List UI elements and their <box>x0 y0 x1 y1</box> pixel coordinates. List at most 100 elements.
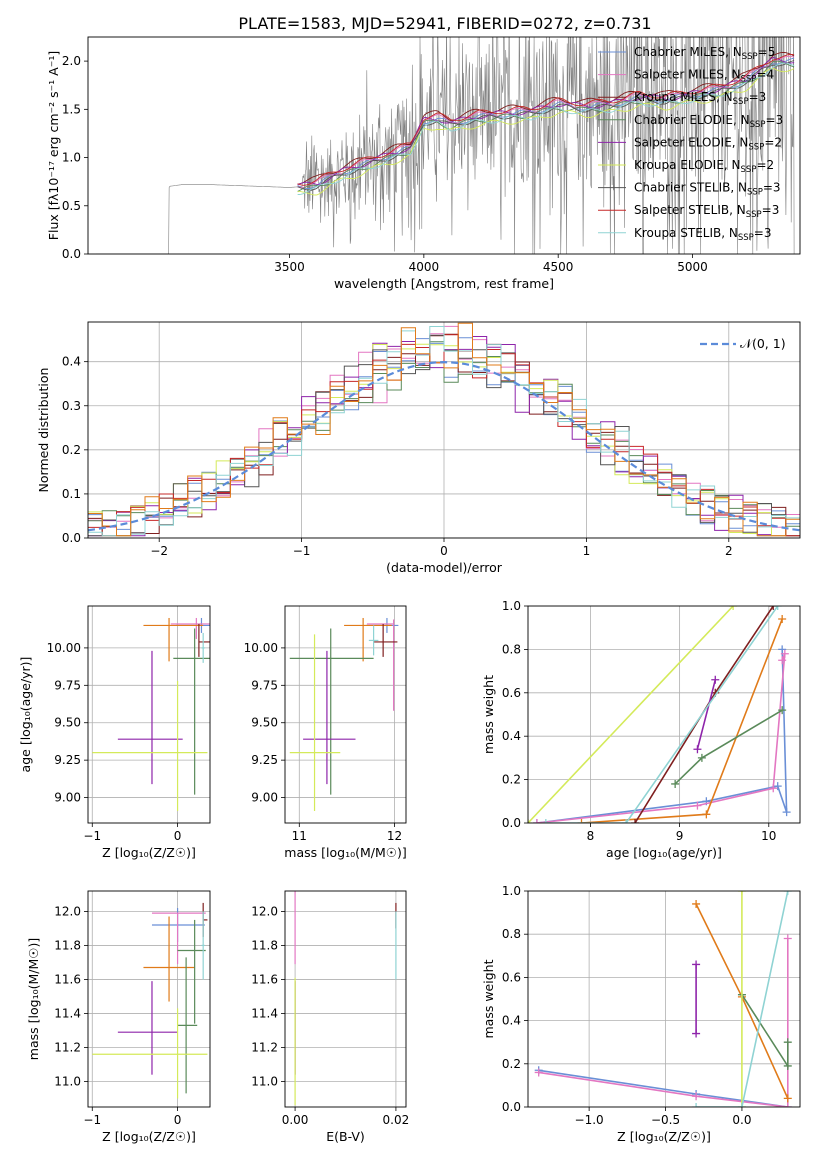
weight-marker <box>693 745 702 754</box>
x-tick-label: 0 <box>440 544 448 558</box>
plot-area <box>285 606 406 823</box>
axes-frame <box>87 321 801 539</box>
weight-marker <box>534 1068 543 1077</box>
x-axis-label: E(B-V) <box>326 1129 365 1144</box>
x-axis-label: mass [log₁₀(M/M☉)] <box>284 845 406 860</box>
legend-name: Chabrier MILES, N <box>634 45 742 59</box>
chart-mass-vs-ebv: 0.00 0.02 11.0 11.2 11.4 11.6 11.8 12.0 E(B-V) <box>251 890 410 1144</box>
weight-marker <box>778 615 787 624</box>
weight-marker <box>711 675 720 684</box>
weight-marker <box>783 1061 792 1070</box>
y-tick-label: 11.0 <box>251 1074 278 1088</box>
y-tick-label: 11.6 <box>251 972 278 986</box>
x-tick-label: 5000 <box>677 260 708 274</box>
legend-sub: SSP <box>738 233 754 243</box>
x-tick-label: −0.5 <box>651 1113 680 1127</box>
weight-marker <box>693 801 702 810</box>
weight-marker <box>778 656 787 665</box>
y-tick-label: 0.4 <box>502 1014 521 1028</box>
weight-marker <box>577 819 586 823</box>
x-tick-label: 0.02 <box>383 1113 410 1127</box>
x-tick-label: 0.00 <box>282 1113 309 1127</box>
x-tick-label: 0.0 <box>732 1113 751 1127</box>
weight-marker <box>671 779 680 788</box>
plot-area <box>528 606 800 823</box>
y-tick-label: 1.0 <box>502 884 521 898</box>
legend-entry: Kroupa ELODIE, NSSP=2 <box>634 158 774 175</box>
weight-marker <box>773 782 782 791</box>
weight-line-6 <box>528 606 734 823</box>
y-tick-label: 0.0 <box>62 247 81 261</box>
legend-entry: Kroupa STELIB, NSSP=3 <box>634 226 772 243</box>
x-tick-label: 0 <box>174 1113 182 1127</box>
y-tick-label: 0.2 <box>62 443 81 457</box>
chart-spectrum: 3500 4000 4500 5000 0.0 0.5 1.0 1.5 2.0 wavelengt… <box>46 36 801 291</box>
legend-entry: Kroupa MILES, NSSP=3 <box>634 90 766 107</box>
weight-marker <box>778 645 787 654</box>
weight-marker <box>773 606 782 610</box>
observed-spectrum <box>96 37 795 254</box>
x-tick-label: 2 <box>725 544 733 558</box>
model-spectrum-4 <box>297 57 795 186</box>
y-tick-label: 0.6 <box>502 686 521 700</box>
x-tick-label: 12 <box>387 829 402 843</box>
weight-marker <box>692 1092 701 1101</box>
y-tick-label: 0.2 <box>502 773 521 787</box>
y-tick-label: 12.0 <box>251 904 278 918</box>
y-tick-label: 11.2 <box>251 1040 278 1054</box>
legend-tail: =5 <box>758 45 776 59</box>
legend-name: Kroupa STELIB, N <box>634 226 738 240</box>
weight-marker <box>780 649 789 658</box>
y-axis-label: age [log₁₀(age/yr)] <box>18 657 33 773</box>
chart-massweight-vs-age: 8 9 10 0.0 0.2 0.4 0.6 0.8 1.0 age [log₁₀(age/yr)… <box>481 599 801 860</box>
weight-marker <box>692 960 701 969</box>
legend-sub: SSP <box>741 165 757 175</box>
plot-area <box>88 322 800 538</box>
legend-entry: Salpeter MILES, NSSP=4 <box>634 68 774 85</box>
y-tick-label: 9.00 <box>54 791 81 805</box>
legend-sub: SSP <box>748 142 764 152</box>
x-tick-label: −1 <box>83 829 101 843</box>
y-tick-label: 0.0 <box>502 1100 521 1114</box>
y-tick-label: 11.4 <box>54 1006 81 1020</box>
y-tick-label: 0.1 <box>62 487 81 501</box>
weight-marker <box>737 1103 746 1107</box>
x-tick-label: 3500 <box>274 260 305 274</box>
x-axis-label: (data-model)/error <box>386 560 503 575</box>
y-tick-label: 0.6 <box>502 970 521 984</box>
x-tick-label: 0 <box>174 829 182 843</box>
weight-line-5 <box>696 679 717 750</box>
model-spectrum-6 <box>297 60 795 191</box>
weight-line-3 <box>741 994 789 1069</box>
weight-marker <box>783 1094 792 1103</box>
y-tick-label: 1.0 <box>62 151 81 165</box>
plot-area <box>96 37 795 254</box>
weight-line-0 <box>538 1069 788 1107</box>
plot-area <box>285 891 406 1107</box>
x-tick-label: −1 <box>83 1113 101 1127</box>
weight-marker <box>729 606 738 610</box>
x-tick-label: 9 <box>676 829 684 843</box>
legend-sub: SSP <box>747 188 763 198</box>
y-axis-label: mass weight <box>481 959 496 1038</box>
weight-marker <box>783 1038 792 1047</box>
y-tick-label: 10.00 <box>244 641 278 655</box>
legend-name: Kroupa MILES, N <box>634 90 733 104</box>
axes-frame <box>527 890 801 1108</box>
gauss-legend-label: 𝒩(0, 1) <box>740 336 786 351</box>
weight-marker <box>692 899 701 908</box>
weight-line-4 <box>674 709 783 785</box>
x-axis-label: age [log₁₀(age/yr)] <box>606 845 722 860</box>
weight-marker <box>783 934 792 943</box>
y-tick-label: 9.00 <box>251 791 278 805</box>
legend-tail: =3 <box>754 226 772 240</box>
y-axis-label: Flux [fλ10⁻¹⁷ erg cm⁻² s⁻¹ A⁻¹] <box>46 51 61 240</box>
axes-frame <box>527 605 801 824</box>
legend-tail: =3 <box>763 181 781 195</box>
y-tick-label: 9.75 <box>251 678 278 692</box>
weight-line-7 <box>545 606 779 823</box>
x-axis-label: Z [log₁₀(Z/Z☉)] <box>102 1129 196 1144</box>
weight-marker <box>783 1103 792 1107</box>
legend-entry: Salpeter STELIB, NSSP=3 <box>634 203 779 220</box>
x-tick-label: 8 <box>587 829 595 843</box>
